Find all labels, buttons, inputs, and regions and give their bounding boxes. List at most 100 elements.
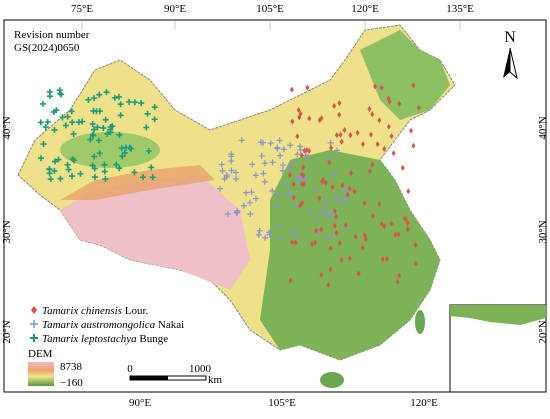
occurrence-marker bbox=[87, 136, 94, 143]
occurrence-marker bbox=[396, 231, 401, 238]
occurrence-marker bbox=[334, 147, 341, 154]
occurrence-marker bbox=[285, 189, 292, 196]
occurrence-marker bbox=[238, 137, 245, 144]
occurrence-marker bbox=[345, 191, 350, 198]
occurrence-marker bbox=[389, 220, 394, 227]
dem-max: 8738 bbox=[60, 361, 83, 373]
occurrence-marker bbox=[91, 165, 98, 172]
occurrence-marker bbox=[356, 270, 361, 277]
revision-code: GS(2024)0650 bbox=[14, 42, 80, 54]
lat-label: 40°N bbox=[1, 116, 13, 139]
occurrence-marker bbox=[326, 236, 333, 243]
occurrence-marker bbox=[113, 161, 120, 168]
occurrence-marker bbox=[397, 100, 402, 107]
occurrence-marker bbox=[266, 229, 273, 236]
occurrence-marker bbox=[337, 240, 342, 247]
occurrence-marker bbox=[109, 123, 116, 130]
occurrence-marker bbox=[277, 152, 284, 159]
occurrence-marker bbox=[262, 234, 269, 241]
occurrence-marker bbox=[131, 169, 138, 176]
occurrence-marker bbox=[261, 178, 268, 185]
occurrence-marker bbox=[294, 151, 301, 158]
occurrence-marker bbox=[291, 158, 298, 165]
plateau bbox=[60, 175, 250, 290]
occurrence-marker bbox=[332, 102, 337, 109]
occurrence-marker bbox=[362, 200, 367, 207]
occurrence-marker bbox=[370, 212, 375, 219]
occurrence-marker bbox=[228, 151, 235, 158]
occurrence-marker bbox=[94, 124, 101, 131]
scale-unit: km bbox=[208, 374, 223, 386]
occurrence-marker bbox=[51, 167, 58, 174]
occurrence-marker bbox=[299, 152, 304, 159]
author: Lour. bbox=[125, 305, 149, 317]
occurrence-marker bbox=[310, 241, 315, 248]
occurrence-marker bbox=[57, 175, 64, 182]
occurrence-marker bbox=[116, 165, 123, 172]
occurrence-marker bbox=[286, 164, 293, 171]
occurrence-marker bbox=[64, 161, 71, 168]
occurrence-marker bbox=[267, 140, 274, 147]
legend: Tamarix chinensis Lour. Tamarix austromo… bbox=[28, 305, 184, 389]
occurrence-marker bbox=[75, 119, 82, 126]
occurrence-marker bbox=[102, 116, 109, 123]
occurrence-marker bbox=[85, 96, 92, 103]
occurrence-marker bbox=[402, 215, 407, 222]
occurrence-marker bbox=[342, 197, 349, 204]
occurrence-marker bbox=[77, 170, 84, 177]
occurrence-marker bbox=[293, 239, 298, 246]
north-arrow bbox=[503, 48, 510, 78]
occurrence-marker bbox=[46, 93, 53, 100]
occurrence-marker bbox=[145, 148, 152, 155]
occurrence-marker bbox=[411, 142, 416, 149]
occurrence-marker bbox=[296, 106, 301, 113]
legend-entry: Tamarix chinensis Lour. bbox=[42, 305, 148, 317]
author: Nakai bbox=[158, 319, 184, 331]
occurrence-marker bbox=[126, 98, 133, 105]
occurrence-marker bbox=[340, 182, 345, 189]
dem-ramp bbox=[28, 362, 54, 386]
lowland bbox=[260, 150, 440, 360]
occurrence-marker bbox=[405, 226, 410, 233]
occurrence-marker bbox=[117, 112, 124, 119]
occurrence-marker bbox=[328, 266, 333, 273]
occurrence-marker bbox=[312, 186, 319, 193]
occurrence-marker bbox=[341, 188, 348, 195]
occurrence-marker bbox=[347, 185, 352, 192]
occurrence-marker bbox=[395, 278, 400, 285]
occurrence-marker bbox=[382, 145, 387, 152]
occurrence-marker bbox=[116, 131, 123, 138]
occurrence-marker bbox=[44, 119, 51, 126]
occurrence-marker bbox=[379, 84, 384, 91]
lat-label: 30°N bbox=[537, 220, 549, 243]
occurrence-marker bbox=[70, 130, 77, 137]
occurrence-marker bbox=[322, 198, 329, 205]
occurrence-marker bbox=[287, 142, 294, 149]
occurrence-marker bbox=[38, 155, 45, 162]
occurrence-marker bbox=[393, 232, 398, 239]
occurrence-marker bbox=[314, 227, 319, 234]
occurrence-marker bbox=[304, 147, 309, 154]
occurrence-marker bbox=[299, 171, 304, 178]
inset-land bbox=[450, 305, 546, 325]
occurrence-marker bbox=[290, 239, 295, 246]
lon-label: 135°E bbox=[446, 3, 474, 15]
occurrence-marker bbox=[332, 171, 339, 178]
occurrence-marker bbox=[380, 256, 385, 263]
legend-entry: Tamarix austromongolica Nakai bbox=[42, 319, 184, 331]
occurrence-marker bbox=[96, 91, 103, 98]
occurrence-marker bbox=[104, 130, 111, 137]
occurrence-marker bbox=[379, 220, 384, 227]
occurrence-marker bbox=[385, 255, 390, 262]
occurrence-marker bbox=[217, 185, 224, 192]
occurrence-marker bbox=[332, 208, 337, 215]
occurrence-marker bbox=[304, 153, 311, 160]
occurrence-marker bbox=[148, 164, 155, 171]
occurrence-marker bbox=[89, 120, 96, 127]
occurrence-marker bbox=[223, 172, 230, 179]
occurrence-marker bbox=[319, 115, 324, 122]
occurrence-marker bbox=[40, 141, 47, 148]
occurrence-marker bbox=[144, 110, 151, 117]
occurrence-marker bbox=[324, 154, 331, 161]
lon-label: 105°E bbox=[268, 397, 296, 409]
